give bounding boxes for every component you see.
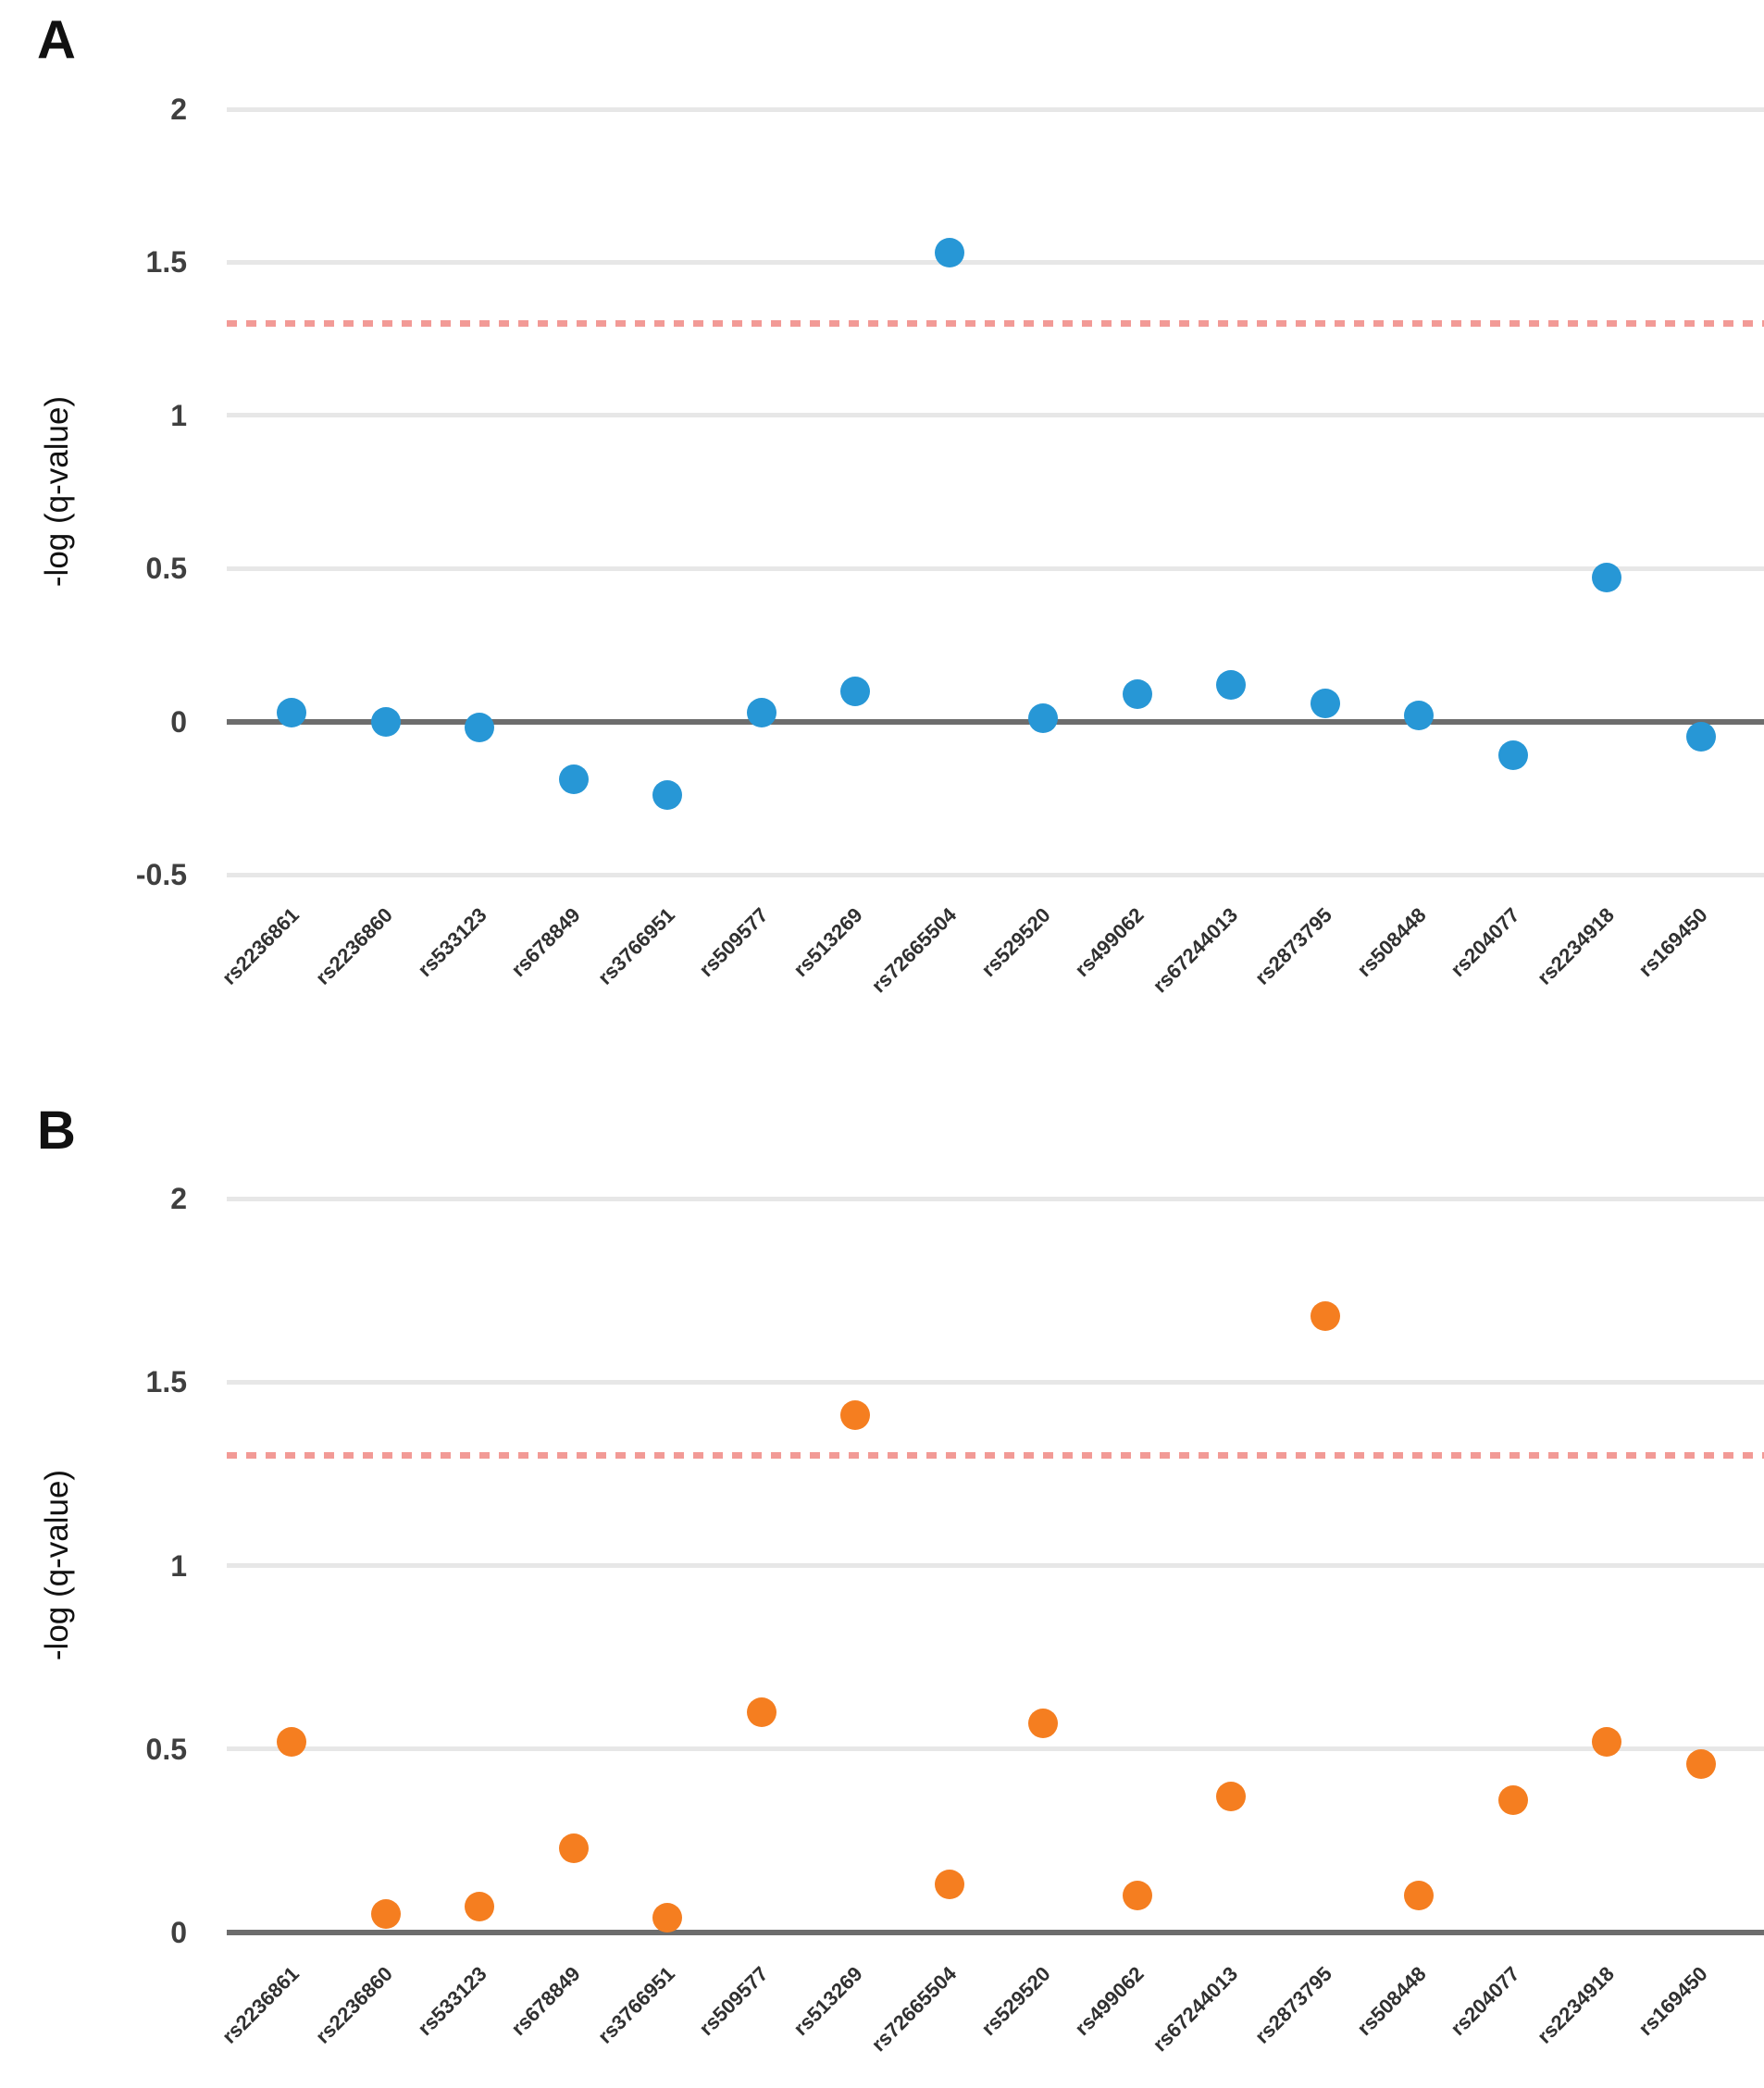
y-tick-label: 1.5 [145,245,187,280]
x-tick-label: rs509577 [694,1961,773,2041]
data-point [746,1697,776,1728]
x-tick-label: rs533123 [413,1961,491,2041]
x-tick-label: rs509577 [694,902,773,982]
data-point [277,697,306,727]
x-tick-label: rs169450 [1634,1961,1712,2041]
y-tick-label: 2 [170,1182,187,1215]
data-point [1216,669,1246,700]
data-point [840,1399,870,1430]
data-point [1122,678,1152,709]
data-point [1310,688,1340,718]
y-tick-label: 1.5 [145,1365,187,1399]
y-tick-label: 0.5 [145,552,187,586]
x-tick-label: rs533123 [413,902,491,982]
x-tick-label: rs204077 [1446,902,1524,982]
gridline [227,106,1764,112]
data-point [652,1903,682,1933]
x-tick-label: rs2234918 [1532,902,1619,989]
data-point [277,1726,306,1757]
data-point [1685,722,1716,752]
x-tick-label: rs508448 [1352,1961,1431,2041]
gridline [227,1196,1764,1201]
threshold-line [227,1452,1764,1460]
x-tick-label: rs204077 [1446,1961,1524,2041]
x-tick-label: rs678849 [506,902,585,982]
data-point [370,706,401,737]
data-point [1404,1881,1434,1911]
data-point [1310,1300,1340,1331]
x-tick-label: rs513269 [789,1961,867,2041]
data-point [1122,1881,1152,1911]
x-tick-label: rs499062 [1070,902,1149,982]
data-point [934,1870,964,1900]
data-point [1028,703,1058,734]
gridline [227,1379,1764,1385]
data-point [1497,1785,1528,1816]
x-tick-label: rs67244013 [1148,1961,1243,2057]
x-tick-label: rs3766951 [592,902,679,989]
data-point [840,676,870,706]
data-point [1216,1782,1246,1812]
x-tick-label: rs529520 [976,1961,1055,2041]
x-tick-label: rs2873795 [1250,902,1336,989]
x-tick-label: rs508448 [1352,902,1431,982]
x-tick-label: rs2236860 [311,1961,397,2048]
gridline [227,872,1764,877]
y-tick-label: 2 [170,93,187,126]
data-point [652,779,682,810]
data-point [746,697,776,727]
y-tick-label: 0.5 [145,1732,187,1766]
x-tick-label: rs72665504 [866,902,961,998]
data-point [465,1892,494,1922]
data-point [1028,1708,1058,1738]
x-tick-label: rs72665504 [866,1961,961,2057]
x-tick-label: rs2236861 [217,1961,304,2048]
x-tick-label: rs3766951 [592,1961,679,2048]
gridline [227,1746,1764,1752]
x-tick-label: rs2234918 [1532,1961,1619,2048]
x-tick-label: rs678849 [506,1961,585,2041]
gridline [227,259,1764,265]
x-tick-label: rs2873795 [1250,1961,1336,2048]
data-point [1592,563,1621,593]
x-tick-label: rs169450 [1634,902,1712,982]
x-tick-label: rs2236860 [311,902,397,989]
data-point [1592,1726,1621,1757]
x-tick-label: rs513269 [789,902,867,982]
y-tick-label: 1 [170,398,187,432]
data-point [1497,740,1528,770]
data-point [370,1899,401,1930]
data-point [1685,1748,1716,1779]
data-point [558,764,589,795]
y-tick-label: -0.5 [135,858,187,891]
data-point [558,1833,589,1863]
x-axis-line [227,1930,1764,1935]
y-tick-label: 1 [170,1548,187,1583]
x-tick-label: rs67244013 [1148,902,1243,998]
panel-b-letter: B [37,1100,76,1161]
y-tick-label: 0 [170,704,187,739]
gridline [227,413,1764,418]
data-point [934,238,964,268]
data-point [465,713,494,743]
panel-a-letter: A [37,10,76,70]
threshold-line [227,320,1764,328]
data-point [1404,700,1434,730]
gridline [227,1563,1764,1568]
x-tick-label: rs529520 [976,902,1055,982]
gridline [227,566,1764,571]
y-tick-label: 0 [170,1916,187,1949]
x-tick-label: rs2236861 [217,902,304,989]
x-axis-line [227,718,1764,725]
x-tick-label: rs499062 [1070,1961,1149,2041]
